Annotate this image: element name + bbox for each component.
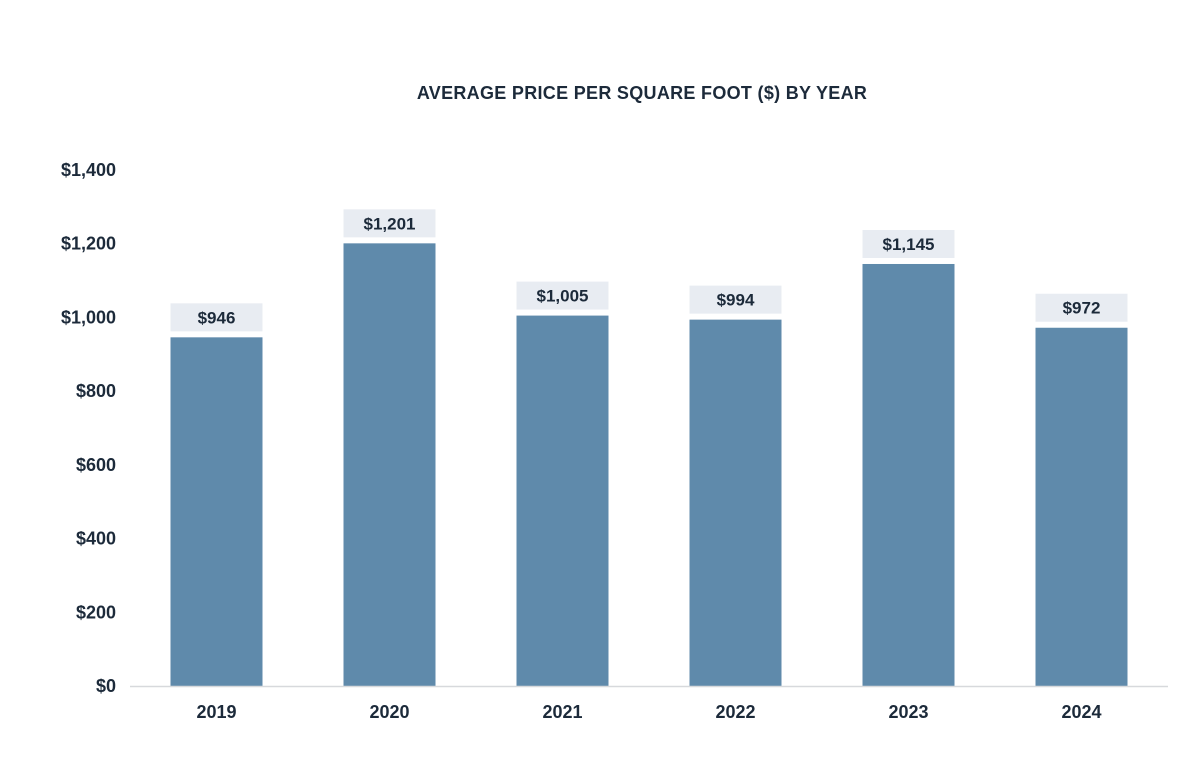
data-label-box xyxy=(516,281,609,310)
x-tick-label: 2020 xyxy=(369,702,409,722)
x-tick-label: 2022 xyxy=(715,702,755,722)
bar-2024 xyxy=(1035,327,1128,686)
y-tick-label: $1,400 xyxy=(61,160,116,180)
y-tick-label: $200 xyxy=(76,602,116,622)
data-label-2021: $1,005 xyxy=(516,281,609,310)
bar-2019 xyxy=(170,337,263,686)
y-axis: $0 $200 $400 $600 $800 $1,000 $1,200 $1,400 xyxy=(61,160,116,696)
y-tick-label: $1,000 xyxy=(61,307,116,327)
x-tick-label: 2019 xyxy=(196,702,236,722)
x-tick-label: 2023 xyxy=(888,702,928,722)
data-label-text: $1,201 xyxy=(364,214,416,233)
bars xyxy=(170,243,1128,687)
data-label-text: $946 xyxy=(198,308,236,327)
data-label-text: $1,145 xyxy=(883,235,935,254)
x-tick-label: 2021 xyxy=(542,702,582,722)
data-label-box xyxy=(343,209,436,238)
data-label-box xyxy=(862,229,955,258)
data-label-2020: $1,201 xyxy=(343,209,436,238)
data-label-box xyxy=(170,303,263,332)
data-label-text: $1,005 xyxy=(537,287,589,306)
data-label-box xyxy=(689,285,782,314)
x-tick-label: 2024 xyxy=(1061,702,1101,722)
data-label-text: $972 xyxy=(1063,299,1101,318)
bar-2022 xyxy=(689,319,782,686)
y-tick-label: $800 xyxy=(76,381,116,401)
data-label-2024: $972 xyxy=(1035,293,1128,322)
chart-title: AVERAGE PRICE PER SQUARE FOOT ($) BY YEA… xyxy=(417,83,867,103)
data-label-box xyxy=(1035,293,1128,322)
y-tick-label: $0 xyxy=(96,676,116,696)
data-labels: $946 $1,201 $1,005 $994 $1,145 $972 xyxy=(170,209,1128,332)
bar-2023 xyxy=(862,263,955,686)
y-tick-label: $600 xyxy=(76,455,116,475)
y-tick-label: $400 xyxy=(76,529,116,549)
y-tick-label: $1,200 xyxy=(61,234,116,254)
x-axis: 2019 2020 2021 2022 2023 2024 xyxy=(196,702,1101,722)
data-label-text: $994 xyxy=(717,291,755,310)
data-label-2022: $994 xyxy=(689,285,782,314)
data-label-2023: $1,145 xyxy=(862,229,955,258)
bar-2021 xyxy=(516,315,609,686)
bar-2020 xyxy=(343,243,436,687)
data-label-2019: $946 xyxy=(170,303,263,332)
